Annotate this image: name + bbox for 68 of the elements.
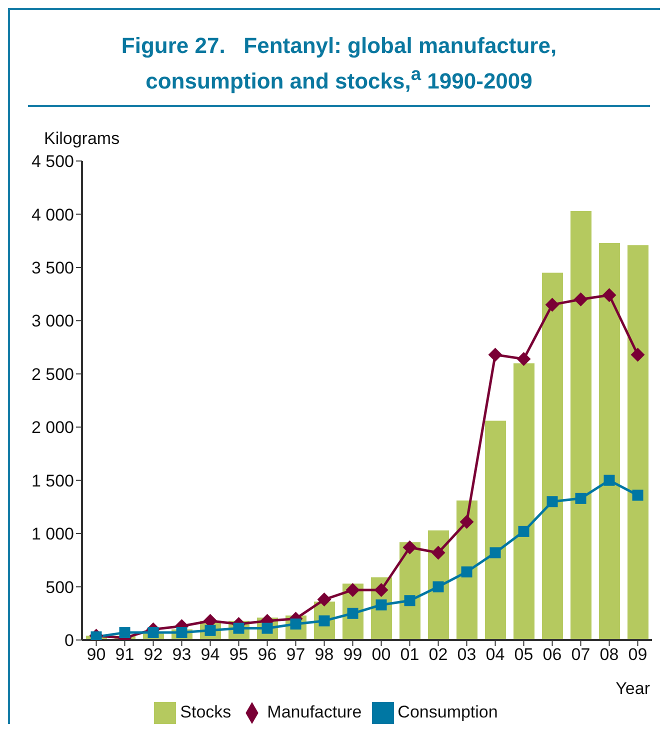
x-tick-label: 94	[200, 645, 220, 664]
x-tick-label: 00	[372, 645, 391, 664]
bar	[542, 273, 563, 640]
bar	[598, 243, 620, 640]
point	[490, 548, 501, 559]
x-tick-label: 01	[400, 645, 420, 664]
point	[516, 352, 531, 366]
x-tick-label: 04	[486, 645, 505, 664]
y-tick-label: 1 500	[31, 472, 74, 491]
point	[574, 292, 588, 307]
point	[518, 526, 530, 538]
y-tick-label: 3 000	[31, 312, 74, 332]
point	[431, 546, 446, 560]
x-tick-label: 03	[457, 645, 476, 664]
point	[317, 592, 332, 607]
point	[488, 348, 502, 362]
y-tick-label: 2 000	[31, 418, 74, 438]
point	[119, 627, 130, 638]
legend-label: Consumption	[398, 702, 498, 722]
point	[402, 540, 417, 555]
y-tick-label: 4 000	[31, 206, 74, 225]
x-tick-label: 95	[229, 645, 248, 664]
legend-label: Stocks	[180, 702, 232, 722]
x-tick-label: 93	[172, 645, 192, 664]
point	[602, 288, 616, 302]
bar	[513, 364, 534, 640]
y-tick-label: 2 500	[31, 365, 74, 384]
x-tick-label: 98	[314, 645, 334, 664]
legend-label: Manufacture	[267, 702, 362, 722]
y-tick-label: 3 500	[31, 258, 74, 278]
bar	[627, 245, 648, 640]
x-tick-label: 06	[542, 645, 562, 664]
point	[460, 515, 474, 530]
point	[376, 600, 387, 611]
x-tick-label: 91	[115, 645, 134, 664]
point	[575, 493, 586, 504]
x-tick-label: 97	[286, 645, 306, 664]
chart-title: Figure 27. Fentanyl: global manufacture, consumption and stocks,$^{a}$ 1990-2009	[28, 10, 650, 108]
point	[346, 583, 360, 598]
x-tick-label: 08	[600, 645, 619, 664]
y-tick-label: 0	[64, 631, 74, 650]
x-tick-label: 92	[144, 645, 163, 664]
point	[176, 627, 188, 638]
y-tick-label: 1 000	[31, 524, 74, 544]
x-axis-title: Year	[616, 679, 650, 698]
x-tick-label: 05	[514, 645, 534, 664]
point	[404, 595, 416, 606]
bar	[484, 421, 506, 640]
x-tick-label: 90	[86, 645, 106, 664]
x-tick-label: 09	[628, 645, 648, 664]
point	[347, 608, 358, 620]
point	[545, 298, 560, 312]
y-axis-title: Kilograms	[43, 128, 121, 150]
point	[630, 348, 645, 362]
x-tick-label: 07	[571, 645, 590, 664]
point	[432, 582, 444, 593]
x-tick-label: 02	[428, 645, 448, 664]
point	[374, 583, 388, 598]
y-tick-label: 4 500	[31, 152, 74, 172]
bar	[570, 211, 592, 640]
point	[148, 627, 159, 638]
point	[604, 475, 615, 486]
x-tick-label: 96	[258, 645, 277, 664]
x-tick-label: 99	[343, 645, 362, 664]
y-tick-label: 500	[46, 578, 74, 598]
point	[461, 566, 472, 578]
point	[546, 496, 558, 508]
point	[632, 490, 644, 502]
